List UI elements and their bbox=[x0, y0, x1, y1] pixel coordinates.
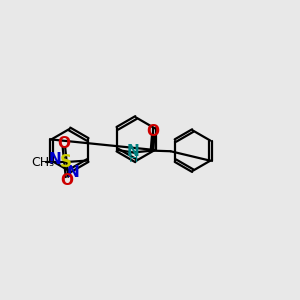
Text: O: O bbox=[61, 173, 74, 188]
Text: S: S bbox=[59, 153, 71, 171]
Text: CH₃: CH₃ bbox=[31, 156, 54, 169]
Text: N: N bbox=[127, 144, 140, 159]
Text: O: O bbox=[57, 136, 70, 151]
Text: O: O bbox=[147, 124, 160, 139]
Text: N: N bbox=[66, 165, 79, 180]
Text: H: H bbox=[129, 152, 138, 164]
Text: N: N bbox=[49, 152, 62, 167]
